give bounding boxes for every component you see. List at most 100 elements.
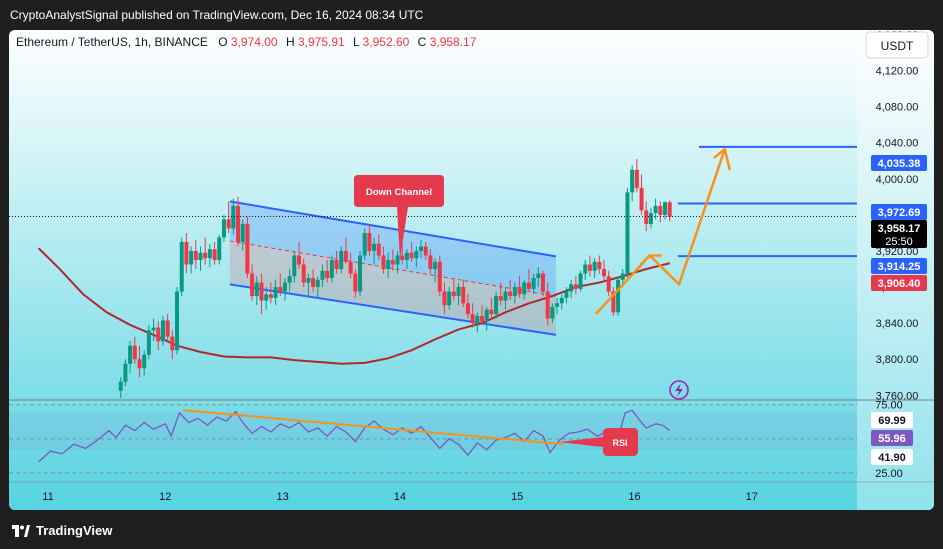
candle bbox=[512, 282, 517, 304]
price-tick: 3,800.00 bbox=[876, 354, 919, 366]
candle bbox=[273, 279, 278, 306]
candle bbox=[451, 278, 456, 301]
chart-svg[interactable]: 4,160.004,120.004,080.004,040.004,000.00… bbox=[9, 30, 934, 510]
tradingview-logo[interactable]: TradingView bbox=[12, 523, 112, 538]
candle bbox=[503, 287, 508, 310]
rsi-tick: 25.00 bbox=[875, 468, 903, 480]
candle-body bbox=[489, 309, 494, 315]
projection-arrowhead bbox=[713, 147, 732, 171]
candle bbox=[306, 273, 311, 297]
candle-body bbox=[423, 246, 428, 256]
candle-body bbox=[217, 237, 222, 260]
candle-body bbox=[419, 246, 424, 251]
rsi-tick: 75.00 bbox=[875, 400, 903, 412]
rsi-callout[interactable]: RSI bbox=[559, 428, 638, 456]
currency-label: USDT bbox=[881, 39, 914, 53]
price-tick: 4,040.00 bbox=[876, 138, 919, 150]
o-label: O bbox=[218, 35, 227, 49]
projection-arrowhead-small bbox=[639, 254, 662, 266]
candle bbox=[494, 291, 499, 319]
price-badge-text: 3,914.25 bbox=[878, 261, 921, 273]
horizontal-levels[interactable] bbox=[9, 145, 857, 258]
price-badge-bg bbox=[871, 155, 927, 171]
candle bbox=[358, 250, 363, 297]
time-tick: 17 bbox=[746, 491, 758, 503]
candle bbox=[644, 201, 649, 232]
candle-body bbox=[264, 294, 269, 301]
candle-body bbox=[433, 261, 438, 270]
candle-body bbox=[662, 202, 667, 215]
candle bbox=[226, 201, 231, 233]
price-badge-bg bbox=[871, 275, 927, 291]
candle bbox=[287, 269, 292, 292]
candle-body bbox=[583, 264, 588, 274]
candles bbox=[118, 158, 672, 398]
candle bbox=[259, 273, 264, 315]
down-channel-callout[interactable]: Down Channel bbox=[354, 175, 444, 259]
candle bbox=[526, 269, 531, 292]
candle bbox=[264, 287, 269, 310]
candle bbox=[639, 174, 644, 215]
candle bbox=[498, 282, 503, 306]
candle bbox=[165, 314, 170, 342]
tradingview-icon bbox=[12, 524, 30, 537]
candle bbox=[386, 252, 391, 279]
candle-body bbox=[259, 282, 264, 301]
candle-body bbox=[503, 291, 508, 301]
channel-lower-line bbox=[229, 283, 557, 336]
candle bbox=[282, 278, 287, 301]
candle bbox=[461, 279, 466, 307]
candle-body bbox=[175, 291, 180, 351]
price-badge: 3,914.25 bbox=[871, 258, 927, 274]
rsi-trendline bbox=[182, 409, 565, 446]
candle bbox=[423, 241, 428, 260]
candle bbox=[334, 250, 339, 274]
candle-body bbox=[151, 327, 156, 331]
projection-arrows[interactable] bbox=[594, 147, 732, 315]
candle bbox=[381, 246, 386, 274]
rsi-badge-text: 41.90 bbox=[878, 452, 906, 464]
chart-panel[interactable]: 4,160.004,120.004,080.004,040.004,000.00… bbox=[9, 30, 934, 510]
candle bbox=[653, 198, 658, 220]
h-label: H bbox=[286, 35, 295, 49]
candle-body bbox=[526, 282, 531, 289]
candle bbox=[414, 246, 419, 268]
candle-body bbox=[386, 260, 391, 270]
candle-body bbox=[212, 249, 217, 260]
candle bbox=[339, 246, 344, 274]
price-badge-text: 3,958.17 bbox=[878, 223, 921, 235]
candle-body bbox=[475, 315, 480, 324]
c-label: C bbox=[418, 35, 427, 49]
time-axis: 11 12 13 14 15 16 17 bbox=[9, 481, 934, 503]
candle bbox=[437, 255, 442, 297]
candle bbox=[480, 305, 485, 325]
candle bbox=[658, 201, 663, 223]
candle-body bbox=[550, 306, 555, 319]
rsi-callout-label: RSI bbox=[612, 438, 627, 448]
candle-body bbox=[414, 250, 419, 259]
symbol-legend[interactable]: Ethereum / TetherUS, 1h, BINANCE O 3,974… bbox=[16, 35, 477, 49]
candle-body bbox=[611, 291, 616, 313]
candle bbox=[179, 237, 184, 297]
price-tick: 4,000.00 bbox=[876, 174, 919, 186]
candle-body bbox=[447, 291, 452, 306]
candle-body bbox=[578, 273, 583, 289]
price-tick: 3,760.00 bbox=[876, 390, 919, 402]
rsi-pane bbox=[9, 404, 857, 474]
candle bbox=[545, 282, 550, 325]
candle-body bbox=[325, 270, 330, 279]
candle bbox=[212, 241, 217, 265]
candle-body bbox=[203, 252, 208, 259]
candle bbox=[409, 241, 414, 262]
candle bbox=[170, 330, 175, 360]
down-channel-drawing[interactable] bbox=[229, 200, 557, 336]
candle bbox=[301, 258, 306, 288]
currency-button[interactable]: USDT bbox=[865, 31, 929, 59]
lightning-icon[interactable] bbox=[669, 380, 689, 400]
candle-body bbox=[451, 291, 456, 297]
candle-body bbox=[564, 291, 569, 298]
candle bbox=[606, 270, 611, 297]
time-tick: 15 bbox=[511, 491, 523, 503]
candle-body bbox=[292, 255, 297, 277]
